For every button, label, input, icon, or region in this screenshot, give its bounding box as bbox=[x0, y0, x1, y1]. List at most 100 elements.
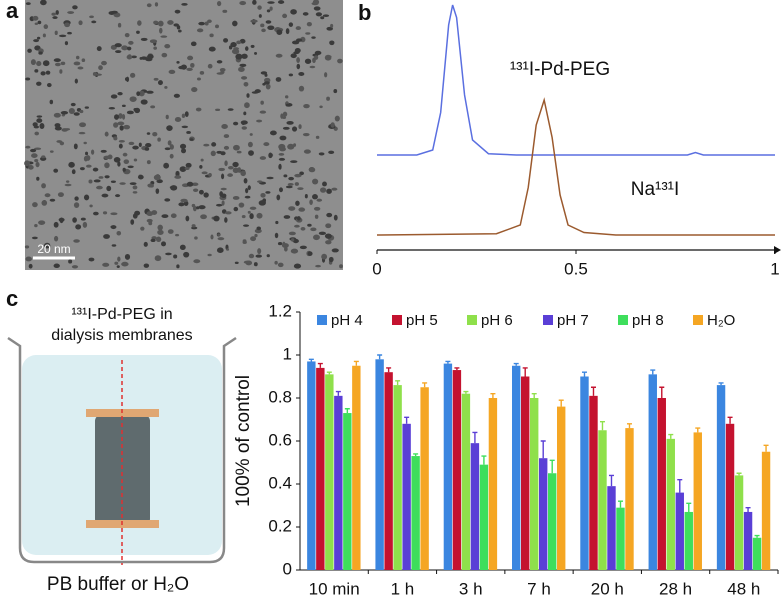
particle bbox=[129, 182, 137, 186]
particle bbox=[175, 170, 180, 177]
particle bbox=[122, 167, 126, 172]
particle bbox=[79, 109, 84, 114]
error-bar bbox=[608, 474, 614, 487]
particle bbox=[79, 122, 87, 128]
particle bbox=[42, 33, 46, 38]
particle bbox=[45, 70, 51, 75]
diagram-label: dialysis membranes bbox=[51, 327, 192, 344]
particle bbox=[315, 135, 320, 139]
particle bbox=[170, 213, 177, 219]
particle bbox=[35, 161, 40, 168]
bar bbox=[580, 376, 589, 570]
legend-label: pH 7 bbox=[557, 312, 589, 329]
particle bbox=[119, 182, 126, 185]
particle bbox=[254, 233, 258, 238]
bar bbox=[666, 438, 675, 570]
particle bbox=[225, 211, 232, 215]
particle bbox=[279, 146, 286, 152]
particle bbox=[157, 224, 163, 231]
particle bbox=[43, 24, 49, 30]
particle bbox=[39, 123, 45, 129]
particle bbox=[329, 40, 335, 46]
particle bbox=[328, 256, 334, 263]
error-bar bbox=[718, 382, 724, 386]
particle bbox=[140, 226, 145, 231]
particle bbox=[101, 60, 107, 66]
particle bbox=[235, 53, 243, 60]
particle bbox=[324, 233, 332, 239]
particle bbox=[232, 196, 240, 200]
particle bbox=[83, 194, 90, 201]
particle bbox=[294, 224, 300, 228]
particle bbox=[290, 160, 298, 164]
particle bbox=[152, 131, 158, 137]
particle bbox=[32, 15, 39, 21]
particle bbox=[71, 265, 79, 269]
particle bbox=[223, 38, 229, 43]
error-bar bbox=[422, 382, 428, 388]
particle bbox=[284, 246, 288, 252]
particle bbox=[234, 261, 239, 265]
particle bbox=[223, 145, 230, 150]
particle bbox=[221, 200, 225, 206]
particle bbox=[68, 108, 75, 114]
particle bbox=[73, 239, 80, 243]
particle bbox=[51, 12, 56, 16]
particle bbox=[326, 188, 332, 194]
particle bbox=[123, 159, 130, 165]
particle bbox=[175, 233, 180, 237]
particle bbox=[296, 216, 301, 221]
particle bbox=[111, 244, 117, 247]
particle bbox=[28, 263, 33, 269]
particle bbox=[232, 167, 239, 174]
particle bbox=[137, 174, 144, 180]
particle bbox=[176, 25, 181, 30]
particle bbox=[277, 0, 285, 4]
bar bbox=[657, 398, 666, 570]
particle bbox=[55, 10, 59, 15]
error-bar bbox=[558, 399, 564, 407]
particle bbox=[184, 111, 189, 117]
particle bbox=[37, 20, 42, 25]
error-bar bbox=[626, 423, 632, 429]
particle bbox=[126, 46, 132, 51]
particle bbox=[34, 158, 39, 163]
particle bbox=[113, 122, 119, 128]
particle bbox=[25, 77, 31, 81]
error-bar bbox=[445, 360, 451, 364]
particle bbox=[215, 108, 221, 112]
particle bbox=[72, 5, 78, 10]
particle bbox=[146, 218, 153, 223]
particle bbox=[179, 166, 187, 172]
particle bbox=[309, 65, 316, 69]
particle bbox=[41, 200, 48, 206]
particle bbox=[93, 179, 101, 183]
error-bar bbox=[472, 431, 478, 444]
particle bbox=[328, 150, 335, 155]
particle bbox=[75, 55, 80, 60]
particle bbox=[106, 185, 112, 192]
particle bbox=[178, 65, 185, 70]
error-bar bbox=[413, 453, 419, 457]
particle bbox=[115, 50, 122, 54]
particle bbox=[255, 254, 262, 258]
bar bbox=[598, 430, 607, 570]
particle bbox=[52, 16, 58, 19]
particle bbox=[213, 215, 220, 222]
particle bbox=[38, 51, 43, 55]
particle bbox=[149, 184, 154, 188]
particle bbox=[196, 28, 204, 33]
particle bbox=[199, 70, 205, 75]
particle bbox=[250, 19, 258, 23]
particle bbox=[179, 143, 187, 149]
particle bbox=[124, 253, 131, 260]
particle bbox=[228, 166, 234, 170]
error-bar bbox=[522, 367, 528, 377]
particle bbox=[134, 107, 141, 114]
particle bbox=[164, 147, 171, 151]
particle bbox=[287, 182, 294, 186]
particle bbox=[190, 41, 197, 47]
particle bbox=[237, 167, 242, 173]
beaker-outline bbox=[7, 336, 237, 564]
particle bbox=[115, 194, 121, 198]
